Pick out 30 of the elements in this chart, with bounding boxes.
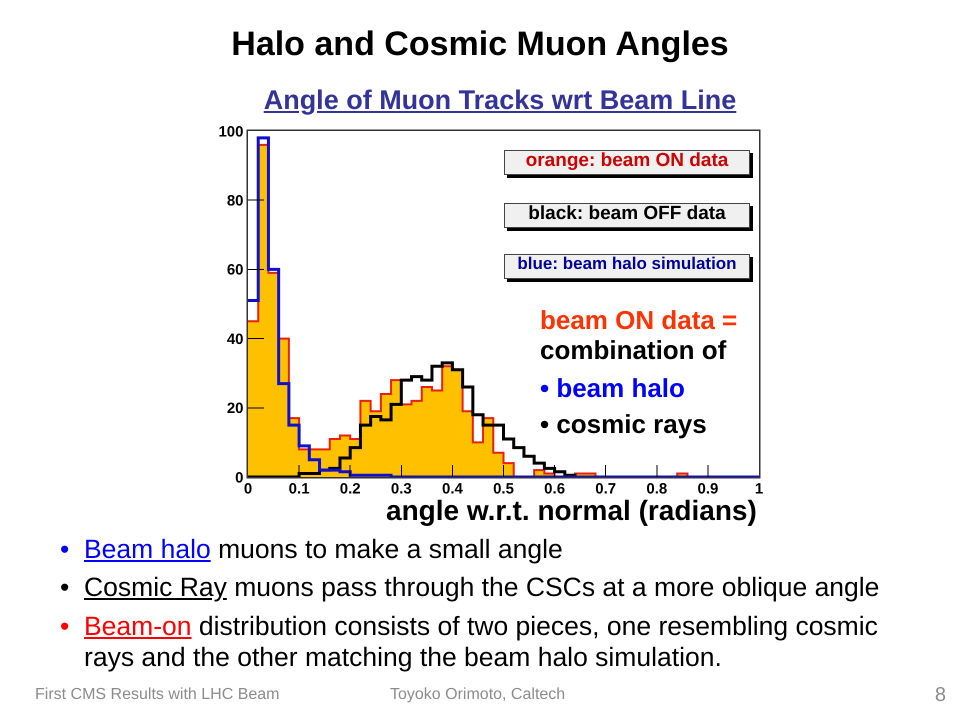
y-tick-label: 100 [218, 123, 244, 140]
annotation: • cosmic rays [540, 409, 707, 439]
annotation: combination of [540, 335, 727, 365]
text: • Cosmic Ray muons pass through the CSCs at a more oblique angle [60, 572, 880, 603]
y-tick-label: 80 [226, 192, 244, 210]
chart-title: Halo and Cosmic Muon Angles [230, 25, 730, 64]
y-tick-label: 60 [226, 262, 244, 279]
text: Toyoko Orimoto, Caltech [390, 686, 566, 704]
y-tick-label: 0 [235, 469, 244, 486]
annotation: beam ON data = [540, 305, 738, 335]
x-tick-label: 0.1 [288, 480, 310, 498]
x-tick-label: 1 [754, 480, 764, 498]
text: First CMS Results with LHC Beam [35, 686, 280, 704]
x-tick-label: 0.7 [595, 480, 616, 498]
x-tick-label: 0.2 [340, 480, 361, 498]
annotation: blue: beam halo simulation [516, 254, 738, 274]
x-tick-label: 0.4 [442, 480, 464, 498]
x-axis-title: angle w.r.t. normal (radians) [386, 495, 757, 526]
annotation: • beam halo [540, 373, 685, 403]
x-tick-label: 0.6 [544, 480, 566, 498]
text: • Beam halo muons to make a small angle [60, 534, 563, 565]
y-tick-label: 40 [226, 330, 244, 348]
x-tick-label: 0.5 [493, 480, 514, 498]
chart-subtitle: Angle of Muon Tracks wrt Beam Line [262, 85, 738, 116]
x-tick-label: 0.3 [390, 480, 412, 498]
x-tick-label: 0.8 [646, 480, 668, 498]
text: 8 [934, 684, 946, 707]
y-tick-label: 20 [226, 400, 244, 418]
text: • Beam-on distribution consists of two pieces, one resembling cosmic rays and the other matching the beam halo simulation. [60, 611, 878, 672]
x-tick-label: 0.9 [697, 480, 718, 498]
